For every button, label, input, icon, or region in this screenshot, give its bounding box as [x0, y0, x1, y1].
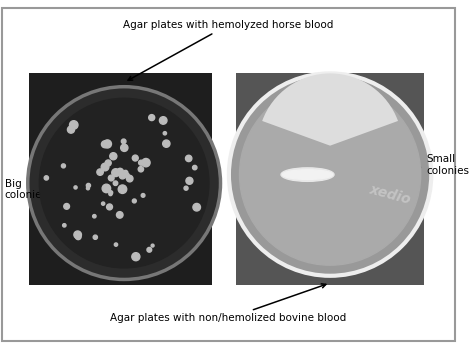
- Bar: [29, 73, 212, 285]
- Circle shape: [132, 199, 137, 203]
- Circle shape: [239, 84, 421, 265]
- Wedge shape: [262, 73, 398, 146]
- Circle shape: [109, 191, 113, 194]
- Circle shape: [163, 132, 166, 135]
- Circle shape: [192, 165, 197, 170]
- Text: Small
colonies: Small colonies: [338, 154, 469, 176]
- Circle shape: [123, 170, 128, 175]
- Circle shape: [86, 184, 91, 187]
- Circle shape: [64, 203, 70, 209]
- Circle shape: [109, 175, 114, 181]
- Circle shape: [101, 141, 109, 148]
- Circle shape: [142, 158, 150, 167]
- Circle shape: [75, 234, 81, 240]
- Circle shape: [186, 177, 193, 184]
- Circle shape: [132, 155, 138, 161]
- Circle shape: [119, 172, 126, 179]
- Circle shape: [117, 211, 123, 218]
- Circle shape: [74, 186, 77, 189]
- Ellipse shape: [283, 170, 333, 179]
- Circle shape: [70, 121, 78, 129]
- Circle shape: [138, 160, 144, 165]
- Circle shape: [101, 163, 109, 171]
- Circle shape: [102, 184, 110, 193]
- Circle shape: [229, 73, 431, 276]
- Text: Agar plates with non/hemolized bovine blood: Agar plates with non/hemolized bovine bl…: [110, 284, 346, 324]
- Circle shape: [97, 169, 103, 175]
- Circle shape: [163, 140, 170, 147]
- Bar: [236, 73, 424, 285]
- Text: Big
colonies: Big colonies: [5, 179, 89, 200]
- Circle shape: [74, 231, 82, 238]
- Circle shape: [147, 247, 152, 252]
- Circle shape: [67, 126, 74, 133]
- Circle shape: [86, 187, 90, 190]
- Circle shape: [117, 168, 124, 175]
- Circle shape: [112, 169, 119, 177]
- Circle shape: [101, 202, 105, 205]
- Circle shape: [127, 175, 133, 182]
- Circle shape: [110, 153, 117, 160]
- Circle shape: [28, 87, 220, 280]
- Circle shape: [184, 186, 188, 190]
- Text: Agar plates with hemolyzed horse blood: Agar plates with hemolyzed horse blood: [123, 20, 334, 80]
- Circle shape: [62, 164, 65, 168]
- Circle shape: [39, 98, 209, 268]
- Circle shape: [121, 139, 126, 144]
- Circle shape: [114, 243, 118, 246]
- Circle shape: [109, 192, 112, 196]
- Text: xedio: xedio: [368, 183, 412, 207]
- Circle shape: [149, 114, 155, 121]
- Circle shape: [138, 166, 144, 172]
- Circle shape: [63, 224, 66, 227]
- Circle shape: [159, 117, 167, 124]
- Circle shape: [113, 181, 118, 185]
- Circle shape: [105, 160, 111, 166]
- Circle shape: [185, 155, 192, 162]
- Circle shape: [141, 194, 145, 197]
- Circle shape: [151, 244, 154, 247]
- Circle shape: [107, 204, 112, 210]
- Circle shape: [44, 176, 48, 180]
- Circle shape: [125, 173, 129, 178]
- Circle shape: [132, 253, 140, 261]
- Circle shape: [92, 215, 96, 218]
- Ellipse shape: [281, 168, 334, 181]
- Circle shape: [118, 185, 127, 193]
- Circle shape: [193, 203, 201, 211]
- Circle shape: [93, 235, 98, 239]
- Circle shape: [121, 144, 128, 151]
- Circle shape: [103, 140, 111, 148]
